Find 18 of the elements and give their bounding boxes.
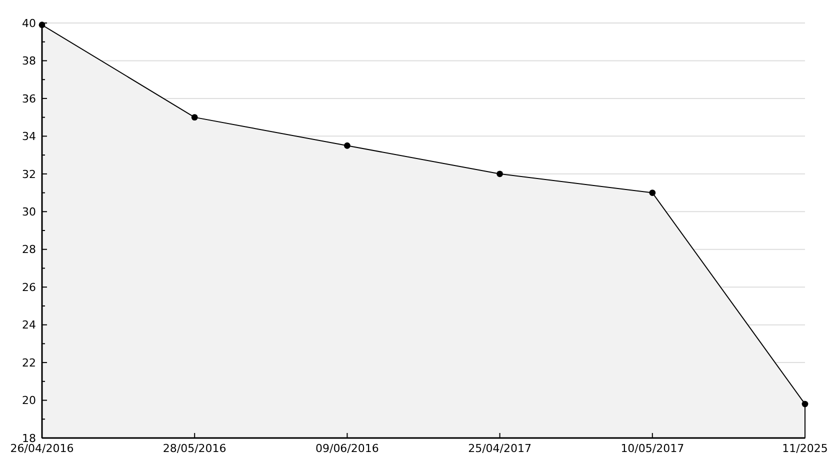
x-tick-label: 26/04/2016 bbox=[10, 442, 74, 455]
y-tick-label: 28 bbox=[22, 243, 36, 256]
y-tick-label: 34 bbox=[22, 130, 36, 144]
y-tick-label: 30 bbox=[22, 205, 36, 218]
y-tick-label: 22 bbox=[22, 356, 36, 370]
x-tick-label: 28/05/2016 bbox=[162, 442, 226, 455]
x-tick-label: 09/06/2016 bbox=[315, 442, 379, 455]
x-tick-label: 25/04/2017 bbox=[468, 442, 532, 455]
y-tick-label: 38 bbox=[22, 54, 36, 68]
y-tick-label: 26 bbox=[22, 280, 36, 294]
y-tick-label: 32 bbox=[22, 168, 36, 181]
y-tick-label: 24 bbox=[22, 318, 36, 332]
y-tick-label: 20 bbox=[22, 394, 36, 408]
y-tick-label: 18 bbox=[22, 432, 36, 445]
x-tick-label: 10/05/2017 bbox=[620, 442, 684, 455]
y-tick-label: 40 bbox=[22, 16, 36, 30]
x-tick-label: 11/2025 bbox=[782, 442, 828, 455]
y-tick-label: 36 bbox=[22, 92, 36, 106]
